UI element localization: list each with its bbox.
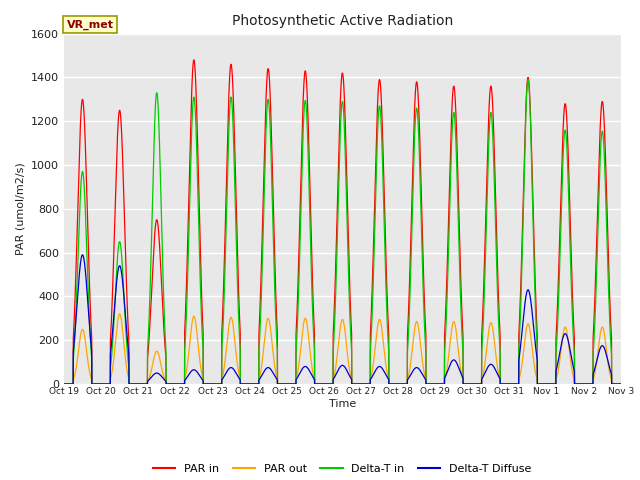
Delta-T Diffuse	[79, 252, 86, 258]
PAR out	[322, 381, 330, 387]
PAR in	[499, 381, 507, 387]
Delta-T Diffuse	[467, 381, 475, 387]
Delta-T Diffuse	[322, 381, 330, 387]
PAR in	[190, 57, 198, 63]
Line: PAR in: PAR in	[64, 60, 621, 384]
PAR out	[616, 381, 624, 387]
PAR in	[160, 329, 168, 335]
Delta-T in	[616, 381, 624, 387]
PAR out	[617, 381, 625, 387]
PAR in	[322, 381, 330, 387]
Delta-T in	[160, 305, 168, 311]
Delta-T Diffuse	[436, 381, 444, 387]
PAR in	[617, 381, 625, 387]
Delta-T Diffuse	[617, 381, 625, 387]
Delta-T Diffuse	[616, 381, 624, 387]
PAR out	[436, 381, 444, 387]
X-axis label: Time: Time	[329, 398, 356, 408]
Line: Delta-T Diffuse: Delta-T Diffuse	[64, 255, 621, 384]
Line: PAR out: PAR out	[64, 314, 621, 384]
Title: Photosynthetic Active Radiation: Photosynthetic Active Radiation	[232, 14, 453, 28]
Delta-T in	[436, 381, 444, 387]
PAR in	[616, 381, 624, 387]
PAR out	[499, 381, 507, 387]
PAR in	[436, 381, 444, 387]
Y-axis label: PAR (umol/m2/s): PAR (umol/m2/s)	[15, 162, 26, 255]
Text: VR_met: VR_met	[67, 20, 114, 30]
PAR in	[60, 381, 68, 387]
PAR out	[161, 375, 168, 381]
PAR out	[116, 311, 124, 317]
Delta-T Diffuse	[499, 381, 507, 387]
PAR in	[467, 381, 475, 387]
Delta-T in	[467, 381, 475, 387]
Delta-T in	[617, 381, 625, 387]
Line: Delta-T in: Delta-T in	[64, 80, 621, 384]
Delta-T in	[499, 381, 506, 387]
Delta-T in	[60, 381, 68, 387]
PAR out	[467, 381, 475, 387]
Delta-T Diffuse	[161, 377, 168, 383]
Delta-T in	[524, 77, 532, 83]
PAR out	[60, 381, 68, 387]
Delta-T in	[322, 381, 330, 387]
Delta-T Diffuse	[60, 381, 68, 387]
Legend: PAR in, PAR out, Delta-T in, Delta-T Diffuse: PAR in, PAR out, Delta-T in, Delta-T Dif…	[148, 460, 536, 479]
